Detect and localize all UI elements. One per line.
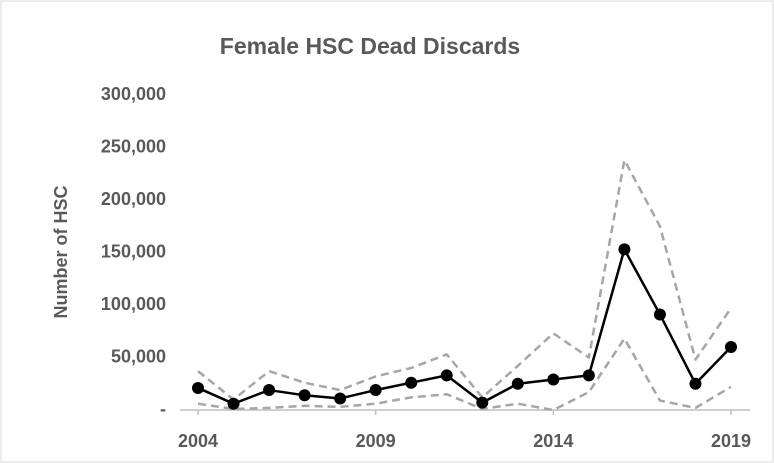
data-point: [440, 369, 453, 382]
data-point: [227, 397, 240, 410]
y-tick-label: 250,000: [101, 136, 166, 156]
data-point: [547, 373, 560, 386]
chart-title: Female HSC Dead Discards: [220, 33, 520, 59]
bound-line: [197, 158, 733, 401]
bound-line: [197, 337, 732, 412]
y-tick-label: 150,000: [101, 241, 166, 261]
series-line: [197, 248, 732, 405]
data-point: [263, 384, 276, 397]
data-point: [689, 377, 702, 390]
y-tick-label: -: [160, 399, 166, 419]
x-tick-label: 2004: [178, 431, 218, 451]
data-point: [618, 243, 631, 256]
y-tick-label: 100,000: [101, 294, 166, 314]
data-point: [653, 308, 666, 321]
data-point: [192, 381, 204, 394]
y-tick-label: 200,000: [101, 189, 166, 209]
x-tick-label: 2014: [533, 431, 573, 451]
data-point: [298, 389, 311, 402]
data-point: [511, 377, 524, 390]
data-point: [725, 341, 737, 353]
data-point: [476, 396, 489, 409]
x-tick-label: 2009: [356, 431, 396, 451]
data-point: [405, 376, 418, 389]
x-tick-label: 2019: [711, 431, 751, 451]
y-axis-title: Number of HSC: [51, 185, 71, 318]
data-point: [582, 369, 595, 382]
data-point: [334, 392, 347, 405]
y-tick-label: 300,000: [101, 84, 166, 104]
data-point: [369, 384, 382, 397]
y-tick-label: 50,000: [111, 346, 166, 366]
